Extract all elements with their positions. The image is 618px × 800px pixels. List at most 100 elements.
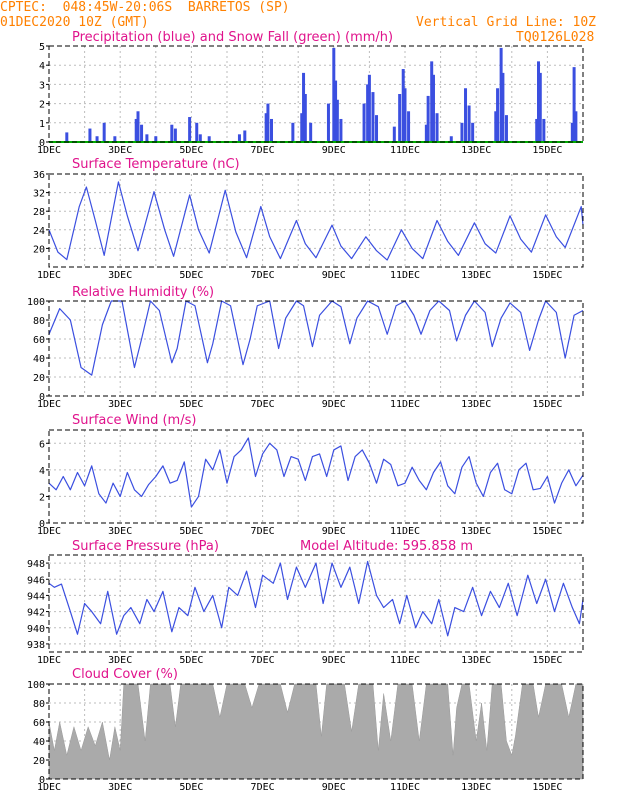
precip-bar [464, 88, 468, 142]
x-tick-label: 13DEC [461, 145, 491, 156]
x-tick-label: 9DEC [322, 399, 346, 410]
precip-bar [134, 118, 138, 142]
y-tick-label: 948 [27, 559, 45, 570]
precip-bar [570, 122, 574, 142]
y-tick-label: 942 [27, 608, 45, 619]
x-tick-label: 5DEC [179, 526, 203, 537]
precip-bar [398, 94, 402, 142]
precip-bar [460, 122, 464, 142]
precip-bar [424, 124, 428, 142]
header-source: CPTEC: [0, 0, 47, 15]
precip-bar [496, 88, 500, 142]
x-tick-label: 11DEC [390, 782, 420, 793]
panel-title: Precipitation (blue) and Snow Fall (gree… [72, 30, 393, 45]
precip-bar [170, 124, 174, 142]
x-tick-label: 13DEC [461, 655, 491, 666]
x-tick-label: 1DEC [37, 399, 61, 410]
x-tick-label: 7DEC [251, 270, 275, 281]
precip-bar [375, 115, 379, 142]
precip-bar [467, 105, 471, 142]
precip-bar [542, 118, 546, 142]
precip-bar [332, 47, 336, 142]
precip-bar [403, 88, 407, 142]
panel-frame [48, 45, 584, 143]
precip-bar [65, 132, 69, 142]
x-tick-label: 7DEC [251, 526, 275, 537]
y-tick-label: 20 [33, 373, 45, 384]
precip-bar [140, 124, 144, 142]
x-tick-label: 13DEC [461, 399, 491, 410]
precip-bar [173, 128, 177, 142]
y-tick-label: 4 [39, 61, 45, 72]
y-tick-label: 40 [33, 737, 45, 748]
header-line-1: CPTEC: 048:45W-20:06S BARRETOS (SP) [0, 0, 290, 15]
header-location: BARRETOS (SP) [187, 0, 290, 15]
y-tick-label: 0 [39, 519, 45, 530]
y-tick-label: 4 [39, 466, 45, 477]
panel-4 [46, 429, 584, 524]
precip-bar [237, 134, 241, 142]
panel-frame [48, 429, 584, 524]
x-tick-label: 3DEC [108, 526, 132, 537]
panel-6 [46, 683, 584, 780]
y-tick-label: 1 [39, 119, 45, 130]
x-tick-label: 15DEC [532, 145, 562, 156]
panel-5 [46, 554, 584, 653]
x-tick-label: 3DEC [108, 270, 132, 281]
precip-bar [537, 61, 540, 142]
precip-bar [188, 117, 192, 142]
precip-bar [136, 111, 140, 142]
panel-title: Surface Pressure (hPa) [72, 539, 219, 554]
precip-bar [504, 115, 508, 142]
x-tick-label: 1DEC [37, 526, 61, 537]
x-tick-label: 9DEC [322, 145, 346, 156]
y-tick-label: 940 [27, 624, 45, 635]
x-tick-label: 1DEC [37, 782, 61, 793]
y-tick-label: 60 [33, 335, 45, 346]
x-tick-label: 13DEC [461, 782, 491, 793]
y-tick-label: 32 [33, 189, 45, 200]
precip-bar [401, 69, 405, 142]
y-tick-label: 2 [39, 492, 45, 503]
x-tick-label: 9DEC [322, 270, 346, 281]
precip-bar [88, 128, 92, 142]
x-tick-label: 3DEC [108, 782, 132, 793]
precip-bar [334, 80, 338, 142]
x-tick-label: 7DEC [251, 782, 275, 793]
y-tick-label: 60 [33, 718, 45, 729]
y-tick-label: 3 [39, 80, 45, 91]
x-tick-label: 3DEC [108, 399, 132, 410]
pressure-line [48, 560, 584, 637]
wind-speed-line [48, 437, 584, 508]
x-tick-label: 9DEC [322, 782, 346, 793]
precip-bar [145, 134, 149, 142]
precip-bar [243, 130, 247, 142]
precip-bar [195, 122, 199, 142]
x-tick-label: 7DEC [251, 399, 275, 410]
panel-frame [48, 173, 584, 268]
x-tick-label: 13DEC [461, 270, 491, 281]
precip-bar [574, 111, 578, 142]
precip-bar [471, 122, 475, 142]
precip-bar [266, 103, 270, 142]
panel-title: Surface Temperature (nC) [72, 157, 240, 172]
x-tick-label: 5DEC [179, 145, 203, 156]
x-tick-label: 15DEC [532, 270, 562, 281]
precip-bar [371, 92, 375, 142]
y-tick-label: 2 [39, 100, 45, 111]
precip-bar [535, 118, 539, 142]
panel-3 [46, 300, 584, 397]
x-tick-label: 15DEC [532, 399, 562, 410]
x-tick-label: 11DEC [390, 655, 420, 666]
x-tick-label: 5DEC [179, 782, 203, 793]
panel-title: Cloud Cover (%) [72, 667, 178, 682]
precip-bar [302, 72, 306, 142]
precip-bar [309, 122, 313, 142]
precip-bar [95, 136, 99, 142]
x-tick-label: 13DEC [461, 526, 491, 537]
precip-bar [270, 118, 273, 142]
x-tick-label: 3DEC [108, 145, 132, 156]
precip-bar [572, 67, 576, 142]
x-tick-label: 7DEC [251, 655, 275, 666]
y-tick-label: 938 [27, 640, 45, 651]
